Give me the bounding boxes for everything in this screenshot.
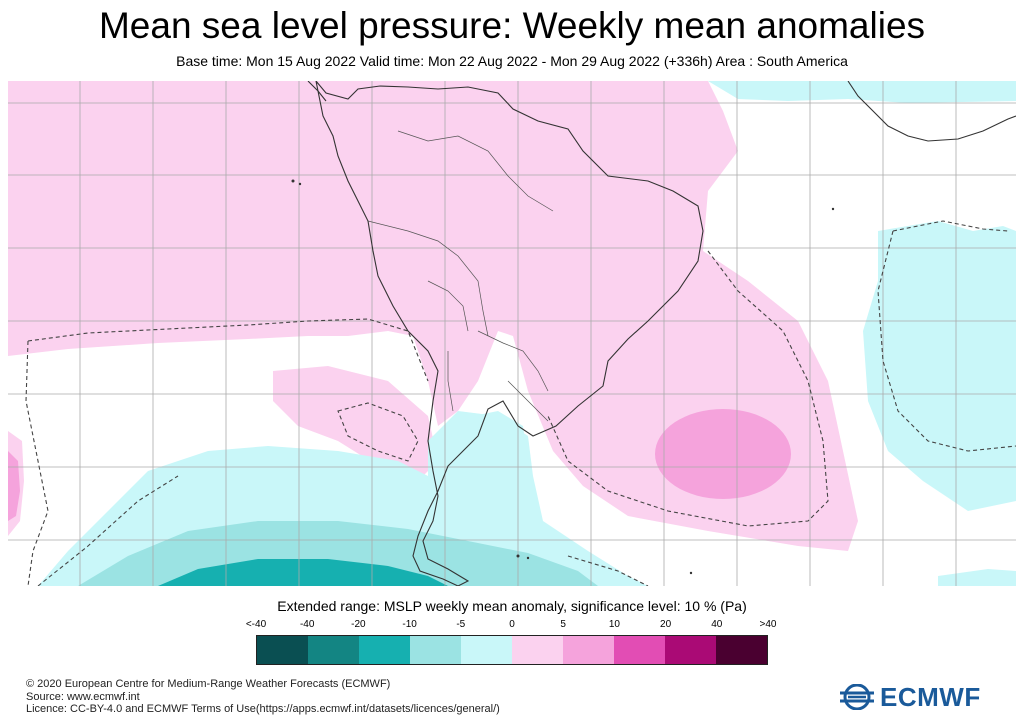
positive-anomaly-left-edge-strong — [8, 451, 20, 521]
negative-anomaly-patagonia — [448, 411, 528, 476]
legend-ticks: <-40 -40 -20 -10 -5 0 5 10 20 40 >40 — [246, 619, 777, 633]
legend-tick: 40 — [711, 619, 723, 630]
licence-text: Licence: CC-BY-4.0 and ECMWF Terms of Us… — [26, 703, 500, 715]
ecmwf-logo-icon — [840, 684, 874, 710]
negative-anomaly-east-bottom — [938, 569, 1016, 586]
legend-swatch — [410, 636, 461, 664]
coastlines — [307, 81, 1016, 586]
south-america-coast — [315, 81, 704, 586]
legend-tick: 5 — [560, 619, 566, 630]
africa-coast — [847, 81, 1016, 142]
significance-contours — [25, 220, 1016, 586]
map-title: Mean sea level pressure: Weekly mean ano… — [98, 5, 926, 46]
source-text: Source: www.ecmwf.int — [26, 690, 140, 703]
legend-swatch — [257, 636, 308, 664]
negative-anomaly-east — [863, 221, 1016, 511]
legend-swatch — [563, 636, 614, 664]
map-subtitle: Base time: Mon 15 Aug 2022 Valid time: M… — [176, 53, 848, 69]
legend-swatch — [461, 636, 512, 664]
positive-anomaly-core — [655, 409, 791, 499]
legend-tick: 20 — [660, 619, 672, 630]
legend-swatch — [308, 636, 359, 664]
legend-title: Extended range: MSLP weekly mean anomaly… — [277, 598, 747, 614]
country-borders — [367, 130, 554, 422]
footer: © 2020 European Centre for Medium-Range … — [26, 678, 500, 716]
ecmwf-logo: ECMWF — [838, 682, 981, 712]
legend-tick: -20 — [351, 619, 366, 630]
graticule — [8, 81, 1016, 586]
legend-swatch — [665, 636, 716, 664]
legend-tick: -5 — [456, 619, 466, 630]
negative-anomaly-northeast — [708, 81, 1016, 103]
legend-tick: -10 — [402, 619, 417, 630]
positive-anomaly-region-north — [8, 81, 858, 551]
legend-swatch — [512, 636, 563, 664]
map-canvas — [8, 81, 1016, 586]
legend-tick: 10 — [608, 619, 620, 630]
positive-anomaly-region-southwest — [273, 366, 438, 481]
legend-swatch — [716, 636, 767, 664]
central-america-coast — [307, 81, 327, 102]
legend-swatch — [614, 636, 665, 664]
legend-swatch — [359, 636, 410, 664]
legend-tick: >40 — [759, 619, 777, 630]
islands — [291, 179, 835, 575]
legend-tick: <-40 — [245, 619, 267, 630]
copyright-text: © 2020 European Centre for Medium-Range … — [26, 678, 391, 690]
legend-tick: 0 — [509, 619, 515, 630]
legend-tick: -40 — [299, 619, 315, 630]
legend-colorbar — [256, 635, 768, 665]
negative-anomaly-strong — [158, 559, 448, 586]
ecmwf-logo-text: ECMWF — [880, 681, 981, 712]
anomaly-map — [8, 81, 1016, 586]
